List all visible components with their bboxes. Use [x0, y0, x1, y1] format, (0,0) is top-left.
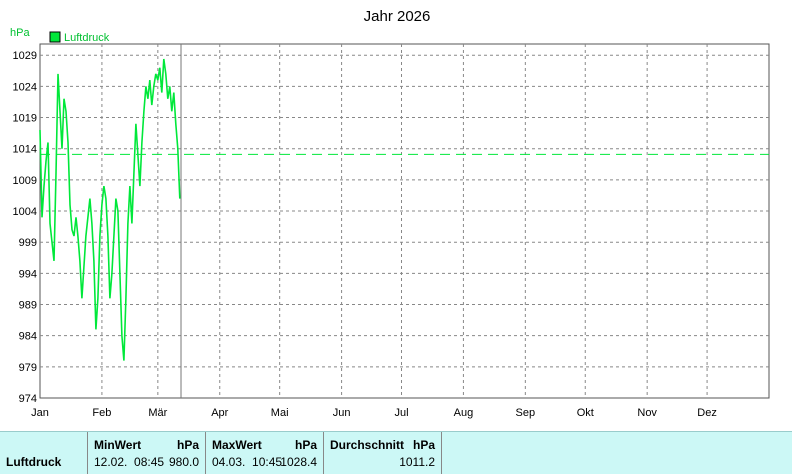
x-tick-label: Okt	[577, 407, 594, 419]
y-axis-label: hPa	[10, 27, 30, 39]
time: 04.03. 10:45	[212, 455, 283, 469]
y-tick-label: 1004	[13, 206, 37, 218]
cell: MaxWert hPa 04.03. 10:45 1028.4	[206, 432, 324, 474]
y-tick-label: 1019	[13, 113, 37, 125]
y-tick-label: 1009	[13, 175, 37, 187]
row-label: Luftdruck	[6, 455, 62, 469]
summary-table: Luftdruck MinWert hPa 12.02. 08:45 980.0…	[0, 431, 792, 474]
y-tick-label: 974	[19, 393, 37, 405]
y-tick-label: 994	[19, 268, 37, 280]
legend-swatch	[49, 31, 61, 43]
col-title: Durchschnitt	[330, 438, 405, 452]
chart-title: Jahr 2026	[364, 8, 431, 25]
col-title: MaxWert	[212, 438, 262, 452]
col-unit: hPa	[412, 438, 435, 452]
x-tick-label: Nov	[637, 407, 657, 419]
x-tick-label: Jul	[394, 407, 408, 419]
y-tick-label: 1029	[13, 50, 37, 62]
x-tick-label: Apr	[211, 407, 228, 419]
x-tick-label: Sep	[516, 407, 536, 419]
value: 1011.2	[399, 455, 435, 469]
y-tick-label: 984	[19, 331, 37, 343]
cell: MinWert hPa 12.02. 08:45 980.0	[88, 432, 206, 474]
chart: Jahr 2026 hPa Luftdruck 974 979 984 989 994 9…	[10, 8, 770, 419]
y-tick-label: 989	[19, 300, 37, 312]
cell: Durchschnitt hPa 1011.2	[324, 432, 442, 474]
plot-frame	[39, 43, 770, 399]
col-unit: hPa	[176, 438, 199, 452]
x-tick-label: Mai	[271, 407, 289, 419]
x-tick-label: Aug	[454, 407, 474, 419]
x-tick-label: Mär	[148, 407, 167, 419]
cell: Luftdruck	[0, 432, 88, 474]
y-tick-label: 1024	[13, 81, 37, 93]
time: 12.02. 08:45	[94, 455, 165, 469]
value: 980.0	[168, 455, 199, 469]
col-unit: hPa	[294, 438, 317, 452]
x-tick-label: Jun	[333, 407, 351, 419]
y-tick-label: 1014	[13, 144, 37, 156]
value: 1028.4	[280, 455, 317, 469]
x-tick-label: Feb	[92, 407, 111, 419]
y-tick-label: 979	[19, 362, 37, 374]
col-title: MinWert	[94, 438, 142, 452]
series-line	[39, 58, 181, 361]
x-tick-label: Dez	[697, 407, 717, 419]
x-tick-label: Jan	[31, 407, 49, 419]
y-tick-label: 999	[19, 237, 37, 249]
legend-label: Luftdruck	[64, 32, 110, 44]
